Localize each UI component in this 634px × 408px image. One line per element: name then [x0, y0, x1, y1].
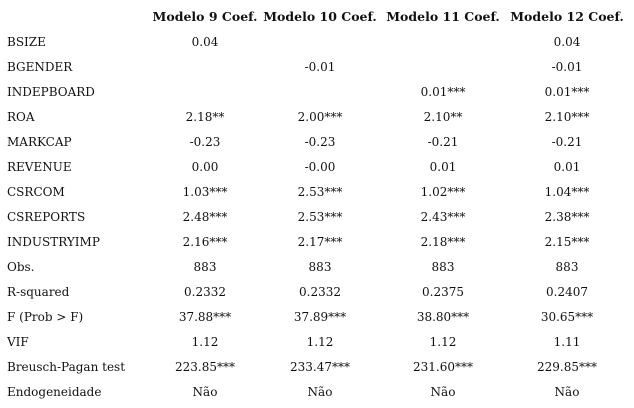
cell: 2.10***: [544, 110, 590, 124]
cell: 2.15***: [544, 235, 590, 249]
cell: 229.85***: [537, 360, 597, 374]
cell: 883: [555, 260, 579, 274]
cell: 223.85***: [175, 360, 235, 374]
cell: 1.12: [429, 335, 457, 349]
column-header: Modelo 9 Coef.: [152, 9, 258, 24]
row-label: BSIZE: [7, 35, 46, 49]
cell: -0.21: [427, 135, 459, 149]
cell: 1.11: [553, 335, 581, 349]
cell: 2.18***: [420, 235, 466, 249]
cell: 233.47***: [290, 360, 350, 374]
cell: 37.89***: [293, 310, 347, 324]
cell: 0.04: [191, 35, 219, 49]
cell: 1.02***: [420, 185, 466, 199]
cell: -0.01: [304, 60, 336, 74]
cell: Não: [430, 385, 456, 399]
cell: 0.00: [191, 160, 219, 174]
cell: 883: [193, 260, 217, 274]
cell: 1.04***: [544, 185, 590, 199]
cell: 2.48***: [182, 210, 228, 224]
cell: -0.01: [551, 60, 583, 74]
cell: 0.01***: [544, 85, 590, 99]
cell: 883: [431, 260, 455, 274]
cell: -0.23: [189, 135, 221, 149]
row-label: F (Prob > F): [7, 310, 84, 324]
cell: -0.00: [304, 160, 336, 174]
column-header: Modelo 11 Coef.: [386, 9, 500, 24]
row-label: Obs.: [7, 260, 35, 274]
row-label: R-squared: [7, 285, 70, 299]
cell: 1.12: [191, 335, 219, 349]
cell: 0.2332: [299, 285, 341, 299]
cell: 0.2407: [546, 285, 588, 299]
row-label: CSRCOM: [7, 185, 65, 199]
cell: 231.60***: [413, 360, 473, 374]
row-label: INDUSTRYIMP: [7, 235, 100, 249]
cell: 38.80***: [416, 310, 470, 324]
cell: 0.04: [553, 35, 581, 49]
cell: 2.53***: [297, 185, 343, 199]
cell: 0.2332: [184, 285, 226, 299]
cell: 30.65***: [540, 310, 594, 324]
cell: 1.12: [306, 335, 334, 349]
cell: 2.18**: [185, 110, 225, 124]
cell: 37.88***: [178, 310, 232, 324]
cell: 2.16***: [182, 235, 228, 249]
row-label: Breusch-Pagan test: [7, 360, 126, 374]
row-label: CSREPORTS: [7, 210, 86, 224]
cell: Não: [192, 385, 218, 399]
cell: 2.00***: [297, 110, 343, 124]
cell: 2.17***: [297, 235, 343, 249]
cell: -0.23: [304, 135, 336, 149]
cell: 1.03***: [182, 185, 228, 199]
cell: 2.38***: [544, 210, 590, 224]
cell: 0.01: [553, 160, 581, 174]
row-label: BGENDER: [7, 60, 73, 74]
column-header: Modelo 12 Coef.: [510, 9, 624, 24]
cell: Não: [307, 385, 333, 399]
cell: -0.21: [551, 135, 583, 149]
cell: Não: [554, 385, 580, 399]
row-label: MARKCAP: [7, 135, 72, 149]
row-label: REVENUE: [7, 160, 72, 174]
row-label: ROA: [7, 110, 35, 124]
cell: 2.43***: [420, 210, 466, 224]
row-label: Endogeneidade: [7, 385, 102, 399]
row-label: VIF: [7, 335, 29, 349]
cell: 2.10**: [423, 110, 463, 124]
cell: 0.01***: [420, 85, 466, 99]
row-label: INDEPBOARD: [7, 85, 95, 99]
cell: 883: [308, 260, 332, 274]
cell: 0.01: [429, 160, 457, 174]
column-header: Modelo 10 Coef.: [263, 9, 377, 24]
cell: 0.2375: [422, 285, 464, 299]
cell: 2.53***: [297, 210, 343, 224]
